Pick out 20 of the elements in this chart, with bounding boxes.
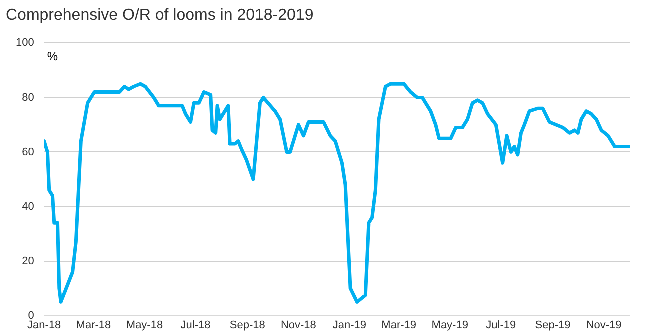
x-tick-label: Sep-19	[535, 319, 571, 332]
x-tick-label: Jul-19	[486, 319, 516, 332]
y-tick-label: 100	[16, 37, 34, 50]
x-tick-label: Sep-18	[230, 319, 266, 332]
y-tick-label: 20	[22, 255, 34, 268]
chart-title: Comprehensive O/R of looms in 2018-2019	[6, 7, 314, 24]
y-tick-label: 40	[22, 200, 34, 213]
x-tick-label: Jan-18	[28, 319, 62, 332]
x-tick-label: Jan-19	[332, 319, 367, 332]
x-tick-label: Nov-18	[280, 319, 316, 332]
x-tick-label: Mar-19	[382, 319, 417, 332]
y-tick-label: 80	[22, 92, 34, 104]
x-tick-label: Jul-18	[180, 319, 211, 332]
x-tick-label: May-19	[432, 319, 468, 332]
y-tick-label: 60	[22, 146, 34, 158]
y-tick-label: 0	[28, 310, 34, 322]
y-axis-title: %	[47, 50, 58, 64]
x-tick-label: Nov-19	[586, 319, 622, 332]
x-tick-label: Mar-18	[76, 319, 112, 332]
x-tick-label: May-18	[126, 319, 164, 332]
